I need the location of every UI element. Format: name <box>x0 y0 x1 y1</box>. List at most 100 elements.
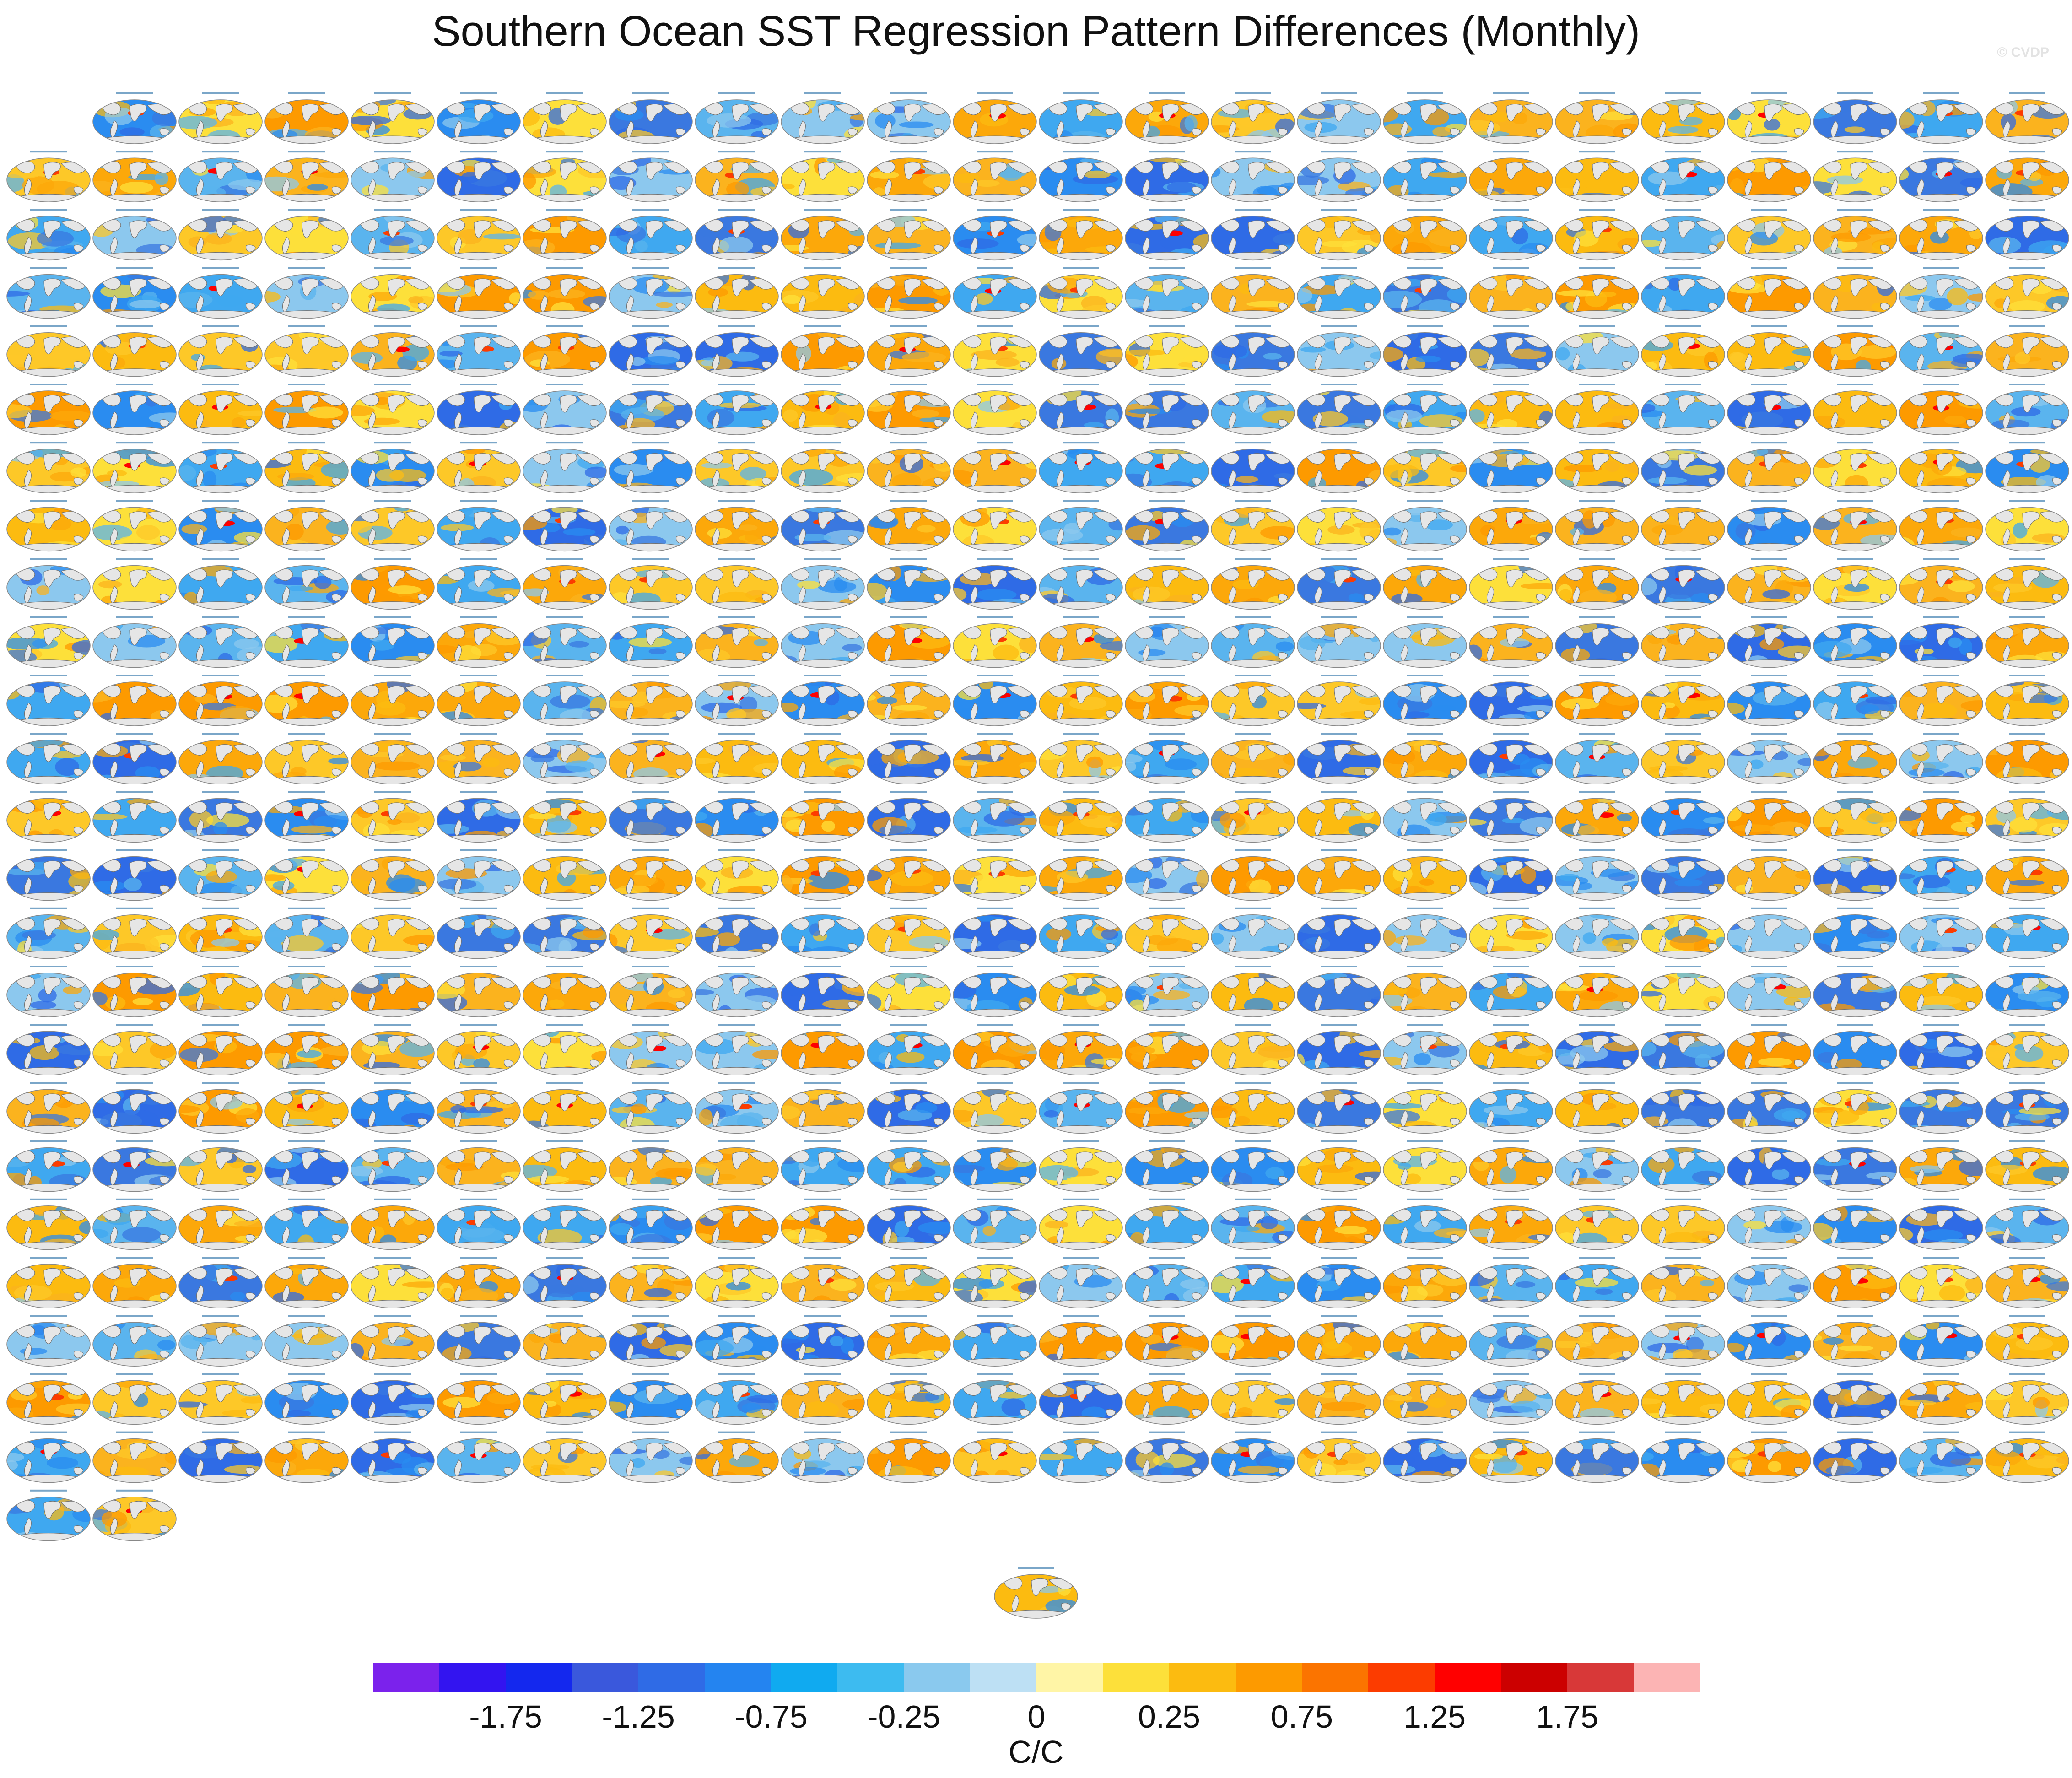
sst-map-panel <box>781 1431 865 1483</box>
sst-map-panel <box>1469 1373 1553 1425</box>
sst-map-panel <box>1727 209 1811 261</box>
colorbar-box <box>1169 1663 1236 1692</box>
sst-map-panel <box>953 966 1037 1017</box>
sst-map-panel <box>351 500 435 552</box>
sst-map-panel <box>264 791 349 843</box>
sst-map-panel <box>1039 558 1123 610</box>
sst-map-panel <box>781 1373 865 1425</box>
sst-map-panel <box>1555 675 1639 726</box>
sst-map-panel <box>523 1198 607 1250</box>
sst-map-panel <box>437 1315 521 1367</box>
sst-map-panel <box>178 500 263 552</box>
sst-map-panel <box>1125 1373 1209 1425</box>
sst-map-panel <box>351 675 435 726</box>
sst-map-panel <box>1555 325 1639 377</box>
sst-map-panel <box>1039 151 1123 202</box>
sst-map-panel <box>437 325 521 377</box>
sst-map-panel <box>1383 616 1467 668</box>
sst-map-panel <box>1813 849 1897 901</box>
sst-map-panel <box>1813 1257 1897 1308</box>
sst-map-panel <box>437 791 521 843</box>
colorbar-box <box>1103 1663 1169 1692</box>
sst-map-panel <box>523 92 607 144</box>
sst-map-panel <box>523 1431 607 1483</box>
colorbar-box <box>506 1663 572 1692</box>
sst-map-panel <box>1469 1315 1553 1367</box>
sst-map-panel <box>781 442 865 493</box>
sst-map-panel <box>1383 1024 1467 1075</box>
sst-map-panel <box>1899 1198 1983 1250</box>
sst-map-panel <box>953 1431 1037 1483</box>
sst-map-panel <box>1125 1082 1209 1134</box>
colorbar-box <box>904 1663 970 1692</box>
sst-map-panel <box>1383 1198 1467 1250</box>
sst-map-panel <box>867 907 951 959</box>
sst-map-panel <box>1039 1024 1123 1075</box>
sst-map-panel <box>1899 500 1983 552</box>
sst-map-panel <box>1469 849 1553 901</box>
sst-map-panel <box>781 500 865 552</box>
sst-map-panel <box>1039 675 1123 726</box>
sst-map-panel <box>781 1315 865 1367</box>
sst-map-panel <box>92 1140 177 1192</box>
sst-map-panel <box>609 325 693 377</box>
sst-map-panel <box>351 92 435 144</box>
sst-map-panel <box>1297 1198 1381 1250</box>
sst-map-panel <box>437 151 521 202</box>
sst-map-panel <box>1039 1431 1123 1483</box>
sst-map-panel <box>953 849 1037 901</box>
sst-map-panel <box>1727 558 1811 610</box>
sst-map-panel <box>953 733 1037 784</box>
sst-map-panel <box>351 733 435 784</box>
sst-map-panel <box>1641 500 1725 552</box>
sst-map-panel <box>437 1140 521 1192</box>
sst-map-panel <box>1813 209 1897 261</box>
sst-map-panel <box>1727 1140 1811 1192</box>
sst-map-panel <box>1211 384 1295 435</box>
colorbar-tick-label: -0.75 <box>734 1699 808 1735</box>
colorbar-box <box>638 1663 705 1692</box>
sst-map-panel <box>6 849 91 901</box>
sst-map-panel <box>781 966 865 1017</box>
colorbar-box <box>1236 1663 1302 1692</box>
sst-map-panel <box>1985 1315 2069 1367</box>
sst-map-panel <box>1985 849 2069 901</box>
sst-map-panel <box>1297 616 1381 668</box>
sst-map-panel <box>351 558 435 610</box>
sst-map-panel <box>867 267 951 319</box>
sst-map-panel <box>867 1140 951 1192</box>
sst-map-panel <box>609 92 693 144</box>
sst-map-panel <box>92 1373 177 1425</box>
sst-map-panel <box>1555 1257 1639 1308</box>
sst-map-panel <box>1899 151 1983 202</box>
sst-map-panel <box>1641 1024 1725 1075</box>
sst-map-panel <box>953 907 1037 959</box>
sst-map-panel <box>1383 1431 1467 1483</box>
sst-map-panel <box>609 1198 693 1250</box>
sst-map-panel <box>953 1082 1037 1134</box>
sst-map-panel <box>1813 616 1897 668</box>
sst-map-panel <box>437 675 521 726</box>
sst-map-panel <box>1727 1431 1811 1483</box>
sst-map-panel <box>1727 907 1811 959</box>
sst-map-panel <box>1899 1082 1983 1134</box>
sst-map-panel <box>953 558 1037 610</box>
sst-map-panel <box>695 384 779 435</box>
sst-map-panel <box>1125 92 1209 144</box>
sst-map-panel <box>953 384 1037 435</box>
sst-map-panel <box>1641 151 1725 202</box>
sst-map-panel <box>264 442 349 493</box>
sst-map-panel <box>609 733 693 784</box>
sst-map-panel <box>1555 1431 1639 1483</box>
sst-map-panel <box>523 209 607 261</box>
sst-map-panel <box>1555 1315 1639 1367</box>
sst-map-panel <box>178 92 263 144</box>
sst-map-panel <box>1641 442 1725 493</box>
colorbar-box <box>1036 1663 1103 1692</box>
sst-map-panel <box>1125 849 1209 901</box>
sst-map-panel <box>1899 209 1983 261</box>
sst-map-panel <box>1297 151 1381 202</box>
sst-map-panel <box>867 849 951 901</box>
sst-map-panel <box>523 675 607 726</box>
sst-map-panel <box>1469 1431 1553 1483</box>
